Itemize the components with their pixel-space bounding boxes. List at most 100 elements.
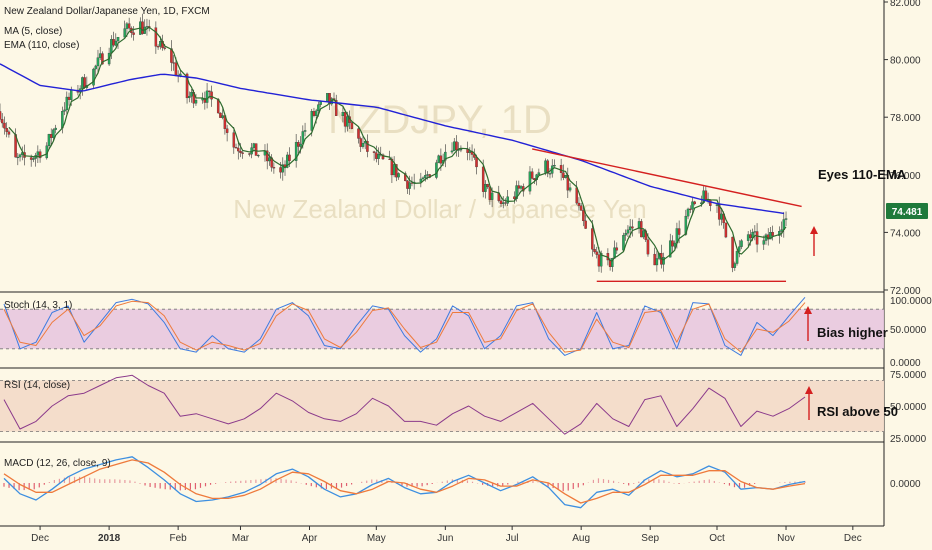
candle-body <box>655 258 659 266</box>
candle-body <box>724 222 728 238</box>
candle-body <box>221 115 224 118</box>
candle-body <box>0 119 4 124</box>
candle-body <box>334 100 338 117</box>
price-pane[interactable] <box>0 13 802 283</box>
candle-body <box>350 122 354 129</box>
candle-body <box>611 258 614 267</box>
candle-body <box>419 178 423 183</box>
candle-body <box>704 190 708 200</box>
price-tick-label: 72.000 <box>890 286 921 297</box>
candle-body <box>459 149 463 151</box>
candle-body <box>163 47 167 49</box>
candle-body <box>112 39 115 46</box>
candle-body <box>132 32 135 35</box>
candle-body <box>361 142 365 147</box>
candle-body <box>762 240 766 245</box>
candle-body <box>18 154 22 158</box>
candle-body <box>234 147 238 149</box>
candle-body <box>691 201 694 210</box>
candle-body <box>377 154 380 159</box>
candle-body <box>52 129 55 138</box>
candle-body <box>615 247 619 251</box>
stoch-band <box>0 309 884 349</box>
stoch-pane[interactable] <box>3 296 806 356</box>
candle-body <box>208 90 211 92</box>
candle-body <box>154 27 158 47</box>
macd-pane[interactable] <box>3 456 806 509</box>
price-tick-label: 80.000 <box>890 56 921 67</box>
candle-body <box>528 171 532 192</box>
candle-body <box>546 160 550 174</box>
price-tick-label: 76.000 <box>890 171 921 182</box>
candle-body <box>285 154 289 168</box>
x-tick-label: Mar <box>232 533 250 544</box>
candle-body <box>299 143 302 147</box>
candle-body <box>29 157 33 160</box>
candle-body <box>125 23 129 29</box>
candle-body <box>272 167 276 169</box>
candle-body <box>375 152 378 159</box>
rsi-pane[interactable] <box>3 374 806 435</box>
ema-line <box>0 63 784 215</box>
x-tick-label: Oct <box>709 533 725 544</box>
candle-body <box>36 151 40 156</box>
candle-body <box>7 131 11 135</box>
candle-body <box>127 23 131 29</box>
candle-body <box>499 200 503 204</box>
last-price-label: 74.481 <box>892 207 923 218</box>
ma-line <box>8 26 787 262</box>
candle-body <box>159 40 162 47</box>
candle-body <box>733 263 737 268</box>
x-tick-label: Sep <box>641 533 659 544</box>
candle-body <box>486 184 489 188</box>
candle-body <box>784 218 788 220</box>
candle-body <box>720 213 723 220</box>
x-tick-label: Apr <box>302 533 318 544</box>
candle-body <box>735 251 739 264</box>
rsi-title: RSI (14, close) <box>4 380 70 391</box>
x-tick-label: May <box>367 533 386 544</box>
candle-body <box>778 230 781 236</box>
candle-body <box>595 251 599 255</box>
candle-body <box>753 231 757 233</box>
candle-body <box>346 116 349 127</box>
candle-body <box>38 151 42 159</box>
candle-body <box>16 156 20 159</box>
candle-body <box>533 178 536 181</box>
candle-body <box>475 157 478 168</box>
candle-body <box>279 167 282 173</box>
candle-body <box>668 240 672 258</box>
candle-body <box>624 233 627 236</box>
candle-body <box>210 91 213 100</box>
candle-body <box>49 134 53 138</box>
x-tick-label: Dec <box>844 533 862 544</box>
candle-body <box>294 142 298 161</box>
candle-body <box>746 234 750 241</box>
candle-body <box>281 164 285 173</box>
rsi-band <box>0 380 884 432</box>
chart-title: New Zealand Dollar/Japanese Yen, 1D, FXC… <box>4 6 210 17</box>
candle-body <box>190 91 193 97</box>
candle-body <box>248 153 251 155</box>
stoch-line-pct-k <box>3 296 806 356</box>
candle-body <box>110 39 113 54</box>
candle-body <box>205 90 209 103</box>
stoch-line-pct-d <box>3 300 806 353</box>
candle-body <box>537 172 541 175</box>
candle-body <box>631 226 634 229</box>
candle-body <box>252 143 256 148</box>
candle-body <box>63 109 66 112</box>
candle-body <box>684 215 688 235</box>
candle-body <box>637 221 641 229</box>
candle-body <box>671 240 674 247</box>
candle-body <box>562 172 565 178</box>
candle-body <box>559 165 563 173</box>
stoch-tick-label: 0.0000 <box>890 358 921 369</box>
candle-body <box>359 138 362 147</box>
candle-body <box>156 46 160 48</box>
ma-indicator-label: MA (5, close) <box>4 26 62 37</box>
candle-body <box>450 150 454 153</box>
candle-body <box>225 128 229 133</box>
candle-body <box>424 175 427 178</box>
